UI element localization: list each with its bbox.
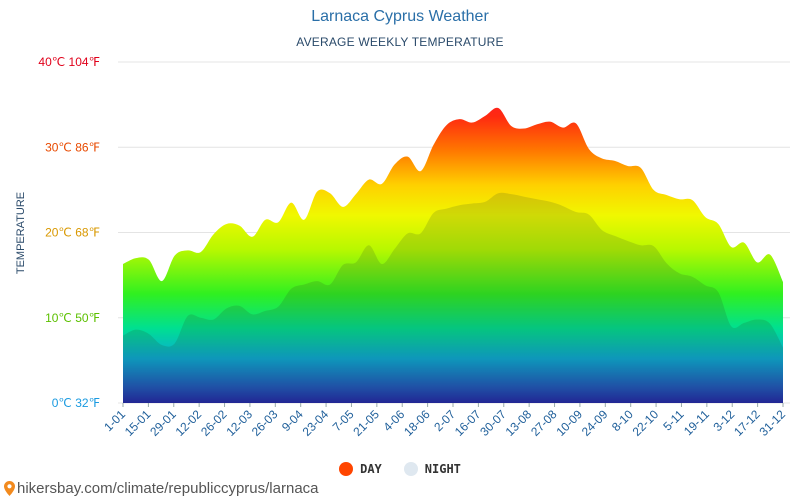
x-tick-label: 13-08 (503, 407, 535, 439)
legend-item-night[interactable]: NIGHT (403, 462, 461, 476)
x-tick-label: 24-09 (579, 407, 611, 439)
y-tick-label: 20℃ 68℉ (45, 226, 100, 240)
x-tick-label: 26-03 (249, 407, 281, 439)
x-tick-label: 22-10 (630, 407, 662, 439)
legend-night-marker (403, 462, 418, 476)
y-tick-label: 10℃ 50℉ (45, 311, 100, 325)
y-tick-label: 0℃ 32℉ (52, 396, 100, 410)
x-tick-label: 16-07 (452, 407, 484, 439)
legend-day-label: DAY (360, 462, 382, 476)
x-tick-label: 30-07 (477, 407, 509, 439)
y-axis-label: TEMPERATURE (15, 192, 27, 274)
source-url: hikersbay.com/climate/republiccyprus/lar… (17, 480, 319, 497)
x-tick-label: 18-06 (401, 407, 433, 439)
x-tick-label: 10-09 (553, 407, 585, 439)
x-tick-label: 12-03 (223, 407, 255, 439)
x-tick-label: 23-04 (300, 407, 332, 439)
map-pin-icon (4, 481, 15, 496)
x-tick-label: 31-12 (757, 407, 789, 439)
legend-day-marker (339, 462, 354, 476)
source-link[interactable]: hikersbay.com/climate/republiccyprus/lar… (4, 480, 319, 497)
x-tick-label: 15-01 (122, 407, 154, 439)
chart-subtitle: AVERAGE WEEKLY TEMPERATURE (296, 35, 504, 49)
legend: DAY NIGHT (0, 462, 800, 476)
x-tick-label: 27-08 (528, 407, 560, 439)
x-tick-label: 12-02 (173, 407, 205, 439)
x-tick-label: 19-11 (681, 407, 712, 438)
x-tick-label: 17-12 (731, 407, 763, 439)
legend-night-label: NIGHT (424, 462, 461, 476)
night-series-area (123, 192, 783, 403)
legend-item-day[interactable]: DAY (339, 462, 382, 476)
y-tick-label: 30℃ 86℉ (45, 140, 100, 154)
y-tick-label: 40℃ 104℉ (38, 55, 100, 69)
night-series-shade (123, 192, 783, 403)
x-tick-label: 26-02 (198, 407, 230, 439)
x-tick-label: 21-05 (350, 407, 382, 439)
chart-title: Larnaca Cyprus Weather (311, 8, 489, 25)
x-tick-label: 29-01 (147, 407, 179, 439)
